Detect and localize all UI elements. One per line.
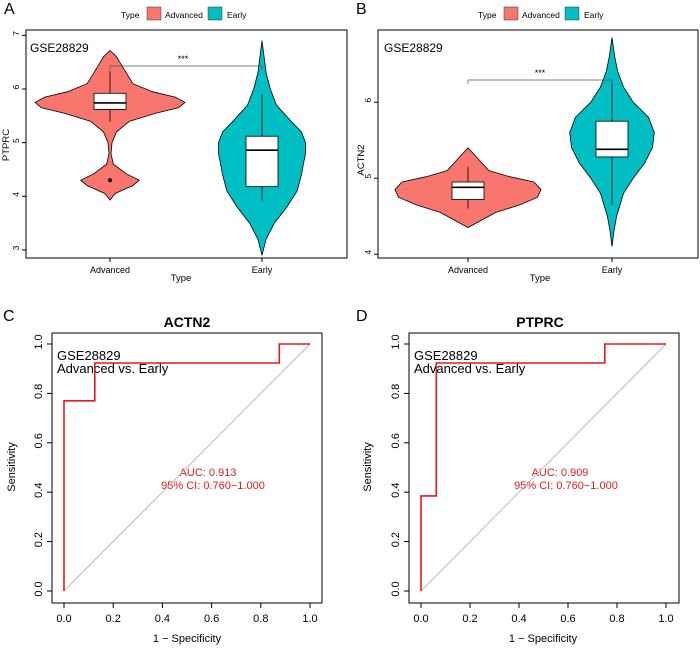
legend-item-early: Early (227, 10, 247, 20)
dataset-label: GSE28829 (384, 41, 443, 55)
x-tick-label: 1.0 (302, 613, 317, 625)
x-tick-label: Early (252, 265, 273, 275)
y-axis-label: ACTN2 (356, 144, 367, 175)
x-tick-label: Advanced (448, 265, 488, 275)
roc-curve-line (63, 343, 310, 591)
y-tick-label: 0.0 (33, 581, 45, 596)
x-tick-label: Early (602, 265, 623, 275)
auc-label: AUC: 0.909 (532, 467, 589, 479)
panel-label-b: B (356, 1, 367, 18)
y-tick-label: 0.0 (390, 581, 402, 596)
x-tick-label: 0.0 (413, 613, 428, 625)
significance-bracket (109, 65, 263, 70)
y-tick-label: 7 (11, 31, 21, 36)
y-tick-label: 0.8 (33, 384, 45, 399)
roc-curve-line (420, 343, 666, 591)
box-early (595, 120, 629, 158)
roc-title: PTPRC (516, 314, 563, 330)
comparison-label: Advanced vs. Early (57, 361, 169, 376)
y-tick-label: 0.6 (390, 433, 402, 448)
y-tick-label: 5 (363, 174, 373, 179)
y-tick-label: 0.8 (390, 384, 402, 399)
box-early (245, 135, 279, 188)
box-advanced (93, 92, 127, 110)
violin-plot-ptprc: GSE28829 Type PTPRC *** 3 4 5 6 7 Advanced Ear… (1, 29, 348, 284)
y-tick-label: 1.0 (33, 334, 45, 349)
outlier-point (108, 178, 112, 183)
y-tick-label: 5 (11, 138, 21, 143)
diagonal-reference-line (420, 343, 667, 592)
x-tick-label: 0.4 (155, 613, 170, 625)
y-tick-label: 3 (11, 245, 21, 250)
violin-plot-actn2: GSE28829 Type ACTN2 *** 4 5 6 Advanced Early (356, 29, 699, 284)
auc-label: AUC: 0.913 (180, 467, 237, 479)
x-tick-label: Advanced (90, 265, 130, 275)
roc-curve-actn2: ACTN2 GSE28829 Advanced vs. Early AUC: 0… (6, 314, 323, 645)
legend-swatch-advanced (503, 6, 519, 21)
comparison-label: Advanced vs. Early (414, 361, 526, 376)
y-tick-label: 6 (363, 98, 373, 103)
legend-a: Type Advanced Early (121, 6, 247, 21)
violin-advanced (34, 49, 186, 201)
y-tick-label: 6 (11, 84, 21, 89)
significance-bracket (467, 79, 613, 84)
panel-label-d: D (356, 308, 368, 325)
x-tick-label: 0.6 (204, 613, 219, 625)
x-axis-label: Type (530, 273, 551, 284)
x-tick-label: 0.8 (253, 613, 268, 625)
y-axis-label: Sensitivity (362, 442, 374, 492)
dataset-label: GSE28829 (57, 348, 121, 363)
y-tick-label: 0.4 (390, 483, 402, 498)
x-tick-label: 0.0 (56, 613, 71, 625)
legend-item-advanced: Advanced (522, 10, 560, 20)
plot-frame (51, 332, 323, 604)
y-tick-label: 4 (363, 250, 373, 255)
y-axis-label: Sensitivity (6, 442, 18, 492)
legend-b: Type Advanced Early (478, 6, 604, 21)
y-tick-label: 4 (11, 192, 21, 197)
x-tick-label: 0.2 (106, 613, 121, 625)
dataset-label: GSE28829 (30, 41, 89, 55)
box-advanced (451, 181, 485, 200)
y-tick-label: 0.2 (390, 532, 402, 547)
plot-frame (408, 332, 680, 604)
legend-item-early: Early (584, 10, 604, 20)
legend-swatch-advanced (146, 6, 162, 21)
x-axis-label: 1 − Specificity (153, 633, 222, 645)
x-axis-label: Type (171, 273, 192, 284)
significance-label: *** (535, 68, 546, 78)
roc-curve-ptprc: PTPRC GSE28829 Advanced vs. Early AUC: 0… (362, 314, 680, 645)
plot-frame (377, 29, 699, 259)
panel-label-a: A (4, 1, 15, 18)
plot-frame (25, 29, 348, 259)
x-tick-label: 1.0 (658, 613, 673, 625)
ci-label: 95% CI: 0.760−1.000 (161, 480, 265, 492)
legend-swatch-early (207, 6, 223, 21)
roc-title: ACTN2 (164, 314, 211, 330)
x-tick-label: 0.2 (462, 613, 477, 625)
diagonal-reference-line (63, 343, 311, 592)
panel-label-c: C (3, 308, 15, 325)
legend-title: Type (121, 10, 140, 20)
legend-title: Type (478, 10, 497, 20)
x-axis-label: 1 − Specificity (509, 633, 578, 645)
y-axis-label: PTPRC (1, 129, 12, 161)
y-tick-label: 0.4 (33, 483, 45, 498)
x-tick-label: 0.8 (609, 613, 624, 625)
x-tick-label: 0.4 (511, 613, 526, 625)
significance-label: *** (178, 54, 189, 64)
y-tick-label: 1.0 (390, 334, 402, 349)
legend-item-advanced: Advanced (165, 10, 203, 20)
legend-swatch-early (564, 6, 580, 21)
y-tick-label: 0.6 (33, 433, 45, 448)
y-tick-label: 0.2 (33, 532, 45, 547)
dataset-label: GSE28829 (414, 348, 478, 363)
x-tick-label: 0.6 (560, 613, 575, 625)
ci-label: 95% CI: 0.760−1.000 (514, 480, 618, 492)
